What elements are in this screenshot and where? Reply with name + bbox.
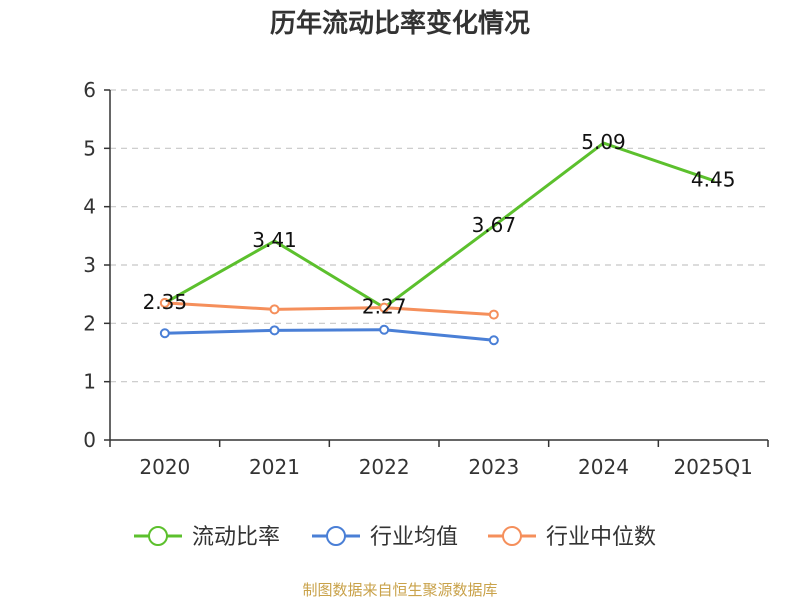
data-labels: 2.35 3.41 2.27 3.67 5.09 4.45 <box>143 130 736 319</box>
series-point <box>379 302 390 313</box>
x-tick-label: 2025Q1 <box>673 455 752 479</box>
legend-swatch-marker <box>148 526 168 546</box>
data-label: 3.41 <box>252 228 297 252</box>
series-point <box>159 328 170 339</box>
data-label: 4.45 <box>691 167 736 191</box>
y-tick-label: 5 <box>83 136 96 160</box>
series-point <box>488 309 499 320</box>
legend: 流动比率 行业均值 行业中位数 <box>134 525 656 550</box>
y-tick-label: 0 <box>83 428 96 452</box>
x-tick-label: 2021 <box>249 455 300 479</box>
y-tick-label: 4 <box>83 195 96 219</box>
series-line <box>163 328 496 342</box>
series-point <box>269 304 280 315</box>
legend-label: 流动比率 <box>192 525 280 550</box>
data-label: 3.67 <box>472 213 517 237</box>
legend-label: 行业均值 <box>370 525 458 550</box>
series-point <box>379 324 390 335</box>
x-tick-label: 2022 <box>359 455 410 479</box>
x-tick-label: 2024 <box>578 455 629 479</box>
legend-label: 行业中位数 <box>546 525 656 550</box>
series-line <box>163 141 715 310</box>
series-point <box>269 325 280 336</box>
axes: 0 1 2 3 4 5 6 2020 2021 2022 2023 2024 2025Q1 <box>83 78 769 479</box>
legend-swatch-marker <box>326 526 346 546</box>
data-label: 2.35 <box>143 290 188 314</box>
series-line <box>163 301 496 317</box>
series-point <box>488 335 499 346</box>
x-tick-label: 2023 <box>468 455 519 479</box>
series-point <box>159 297 170 308</box>
series-layer <box>159 141 715 346</box>
y-tick-label: 2 <box>83 311 96 335</box>
y-tick-label: 3 <box>83 253 96 277</box>
y-tick-label: 1 <box>83 370 96 394</box>
source-note: 制图数据来自恒生聚源数据库 <box>302 581 497 599</box>
data-label: 5.09 <box>581 130 626 154</box>
chart-title: 历年流动比率变化情况 <box>270 8 530 39</box>
legend-swatch-marker <box>502 526 522 546</box>
grid-lines <box>110 89 768 383</box>
y-tick-label: 6 <box>83 78 96 102</box>
data-label: 2.27 <box>362 295 407 319</box>
x-tick-label: 2020 <box>139 455 190 479</box>
